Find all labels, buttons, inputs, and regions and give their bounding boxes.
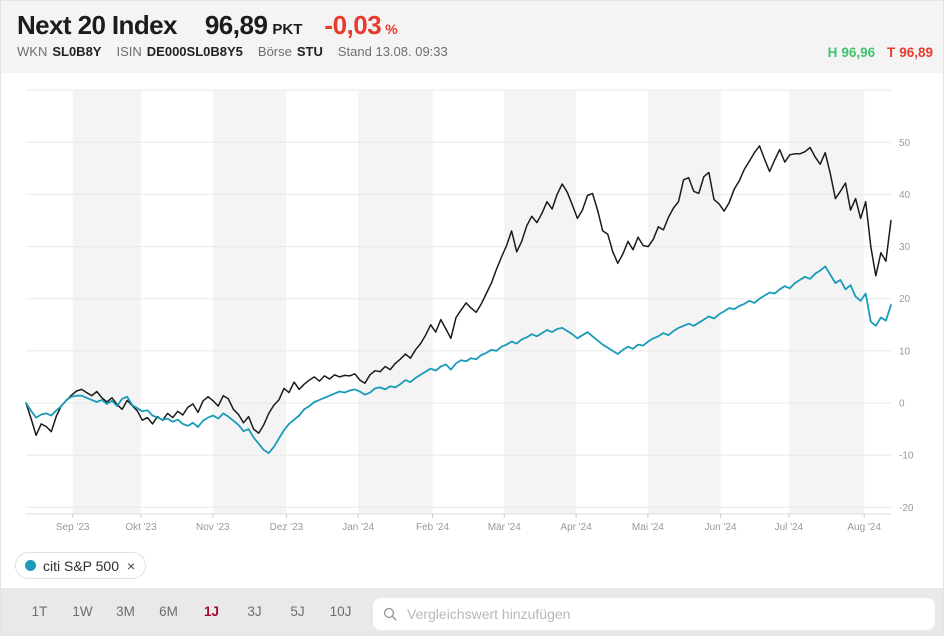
comparison-chip[interactable]: citi S&P 500 × <box>15 552 147 579</box>
y-tick-label: 20 <box>899 294 911 305</box>
search-input[interactable] <box>405 605 925 623</box>
range-button-3j[interactable]: 3J <box>233 604 276 619</box>
y-tick-label: 40 <box>899 190 911 201</box>
series-line-comparison <box>25 265 892 455</box>
day-high: H 96,96 <box>827 45 876 60</box>
title-row: Next 20 Index 96,89 PKT -0,03 % <box>17 10 927 41</box>
month-band <box>72 90 141 514</box>
index-unit: PKT <box>272 21 303 38</box>
range-button-1w[interactable]: 1W <box>61 604 104 619</box>
x-tick-label: Dez '23 <box>270 522 304 533</box>
y-tick-label: -10 <box>899 451 914 462</box>
x-tick-label: Apr '24 <box>560 522 592 533</box>
range-button-5j[interactable]: 5J <box>276 604 319 619</box>
search-box[interactable] <box>373 598 935 630</box>
chart-plot[interactable]: Sep '23 Okt '23 Nov '23 Dez '23 Jan '24 Feb '… <box>1 73 943 590</box>
high-low-values: H 96,96 T 96,89 <box>828 45 933 60</box>
change-value: -0,03 <box>324 10 382 40</box>
day-low: T 96,89 <box>886 45 933 60</box>
x-tick-label: Jun '24 <box>705 522 737 533</box>
y-tick-label: 0 <box>899 399 905 410</box>
search-icon <box>383 607 397 621</box>
page-title: Next 20 Index <box>17 10 177 40</box>
boerse-value: STU <box>296 44 323 59</box>
wkn-group: WKN SL0B8Y <box>17 44 102 59</box>
range-button-1t[interactable]: 1T <box>18 604 61 619</box>
chart-svg: Sep '23 Okt '23 Nov '23 Dez '23 Jan '24 Feb '… <box>25 89 914 533</box>
instrument-header: Next 20 Index 96,89 PKT -0,03 % WKN SL0B8… <box>1 1 943 73</box>
x-tick-label: Okt '23 <box>125 522 157 533</box>
x-tick-label: Mai '24 <box>632 522 664 533</box>
x-tick-label: Aug '24 <box>847 522 881 533</box>
legend-series-label: citi S&P 500 <box>43 557 120 574</box>
isin-value: DE000SL0B8Y5 <box>146 44 243 59</box>
x-tick-label: Feb '24 <box>416 522 449 533</box>
y-tick-label: 30 <box>899 242 911 253</box>
index-value: 96,89 <box>204 10 268 40</box>
y-tick-label: 50 <box>899 138 911 149</box>
x-tick-label: Jan '24 <box>342 522 374 533</box>
range-buttons: 1T 1W 3M 6M 1J 3J 5J 10J <box>18 604 362 619</box>
y-tick-label: -20 <box>899 503 914 514</box>
change-unit-percent: % <box>385 21 398 37</box>
legend-series-dot <box>25 560 36 571</box>
range-button-10j[interactable]: 10J <box>319 604 362 619</box>
month-band <box>358 90 433 514</box>
series-line-index <box>25 145 892 437</box>
wkn-value: SL0B8Y <box>52 44 102 59</box>
range-button-6m[interactable]: 6M <box>147 604 190 619</box>
x-tick-label: Jul '24 <box>775 522 804 533</box>
instrument-meta: WKN SL0B8Y ISIN DE000SL0B8Y5 Börse STU Stan… <box>17 44 927 59</box>
close-icon[interactable]: × <box>127 557 136 574</box>
range-toolbar: 1T 1W 3M 6M 1J 3J 5J 10J <box>1 588 943 635</box>
x-tick-label: Nov '23 <box>196 522 230 533</box>
range-button-1j[interactable]: 1J <box>190 604 233 619</box>
month-band <box>212 90 287 514</box>
range-button-3m[interactable]: 3M <box>104 604 147 619</box>
month-band <box>504 90 577 514</box>
month-band <box>647 90 721 514</box>
x-tick-label: Sep '23 <box>56 522 90 533</box>
y-tick-label: 10 <box>899 346 911 357</box>
x-tick-label: Mär '24 <box>488 522 521 533</box>
isin-group: ISIN DE000SL0B8Y5 <box>116 44 243 59</box>
boerse-group: Börse STU <box>257 44 323 59</box>
stand-timestamp: Stand 13.08. 09:33 <box>337 44 448 59</box>
